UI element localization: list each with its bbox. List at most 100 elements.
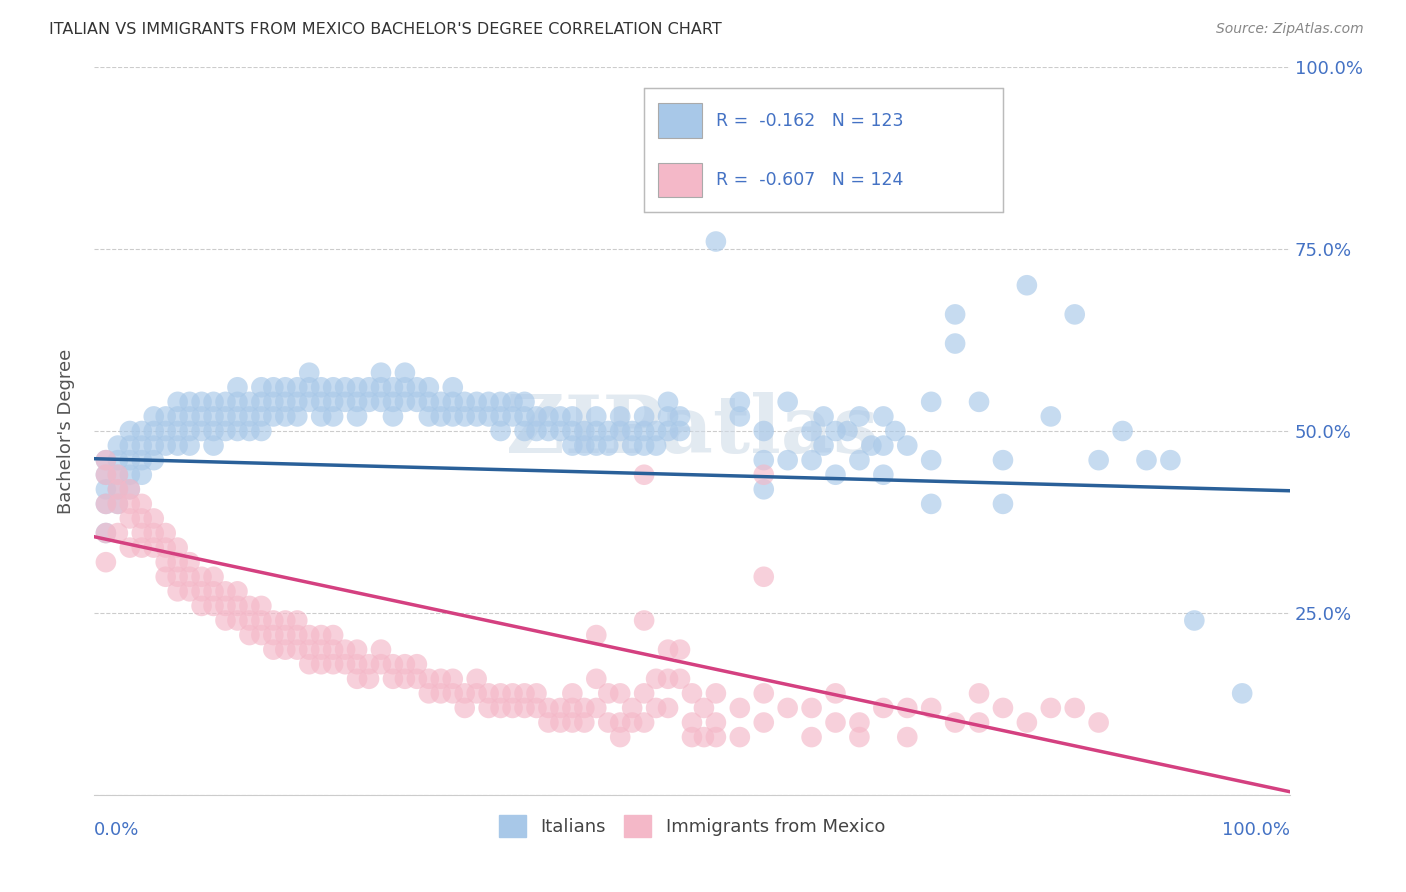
Point — [274, 628, 297, 642]
Point — [526, 409, 548, 424]
Point — [262, 614, 284, 628]
Point — [645, 672, 668, 686]
Point — [190, 395, 212, 409]
Point — [131, 497, 153, 511]
Point — [633, 686, 655, 700]
Point — [155, 570, 177, 584]
Point — [693, 701, 716, 715]
Point — [633, 614, 655, 628]
Point — [813, 439, 835, 453]
Point — [633, 439, 655, 453]
Point — [991, 701, 1014, 715]
Point — [118, 541, 141, 555]
Point — [441, 395, 464, 409]
Point — [884, 424, 907, 438]
Point — [752, 686, 775, 700]
Point — [454, 409, 477, 424]
Point — [681, 730, 703, 744]
Point — [166, 584, 188, 599]
Point — [226, 395, 249, 409]
Point — [585, 628, 607, 642]
Point — [226, 599, 249, 613]
Point — [489, 409, 512, 424]
Point — [333, 642, 356, 657]
Point — [155, 439, 177, 453]
Point — [262, 395, 284, 409]
Point — [681, 147, 703, 161]
Point — [621, 715, 644, 730]
Point — [250, 424, 273, 438]
Point — [513, 701, 536, 715]
Point — [131, 541, 153, 555]
Text: Source: ZipAtlas.com: Source: ZipAtlas.com — [1216, 22, 1364, 37]
Point — [478, 395, 501, 409]
Point — [537, 409, 560, 424]
Point — [250, 395, 273, 409]
Point — [657, 642, 679, 657]
Point — [574, 424, 596, 438]
Point — [943, 307, 966, 321]
Point — [94, 497, 117, 511]
Point — [107, 483, 129, 497]
Point — [202, 439, 225, 453]
Point — [1111, 424, 1133, 438]
Point — [394, 657, 416, 672]
Point — [991, 497, 1014, 511]
Point — [142, 526, 165, 541]
Point — [298, 380, 321, 394]
Point — [214, 424, 236, 438]
Point — [561, 686, 583, 700]
Point — [94, 467, 117, 482]
Point — [179, 439, 201, 453]
Point — [118, 497, 141, 511]
Point — [454, 395, 477, 409]
Point — [513, 395, 536, 409]
Point — [441, 672, 464, 686]
Point — [333, 380, 356, 394]
Point — [800, 424, 823, 438]
Point — [142, 424, 165, 438]
Point — [645, 439, 668, 453]
Point — [441, 409, 464, 424]
Point — [370, 395, 392, 409]
Point — [872, 409, 894, 424]
Point — [502, 409, 524, 424]
Point — [285, 380, 308, 394]
Point — [704, 730, 727, 744]
Point — [94, 555, 117, 569]
Text: ZIPatlas: ZIPatlas — [506, 392, 879, 470]
Point — [621, 701, 644, 715]
Point — [190, 570, 212, 584]
Point — [657, 409, 679, 424]
Point — [262, 642, 284, 657]
Point — [381, 672, 404, 686]
Point — [298, 642, 321, 657]
Point — [837, 424, 859, 438]
Point — [214, 599, 236, 613]
Point — [465, 672, 488, 686]
Point — [214, 584, 236, 599]
Point — [550, 424, 572, 438]
Point — [693, 161, 716, 176]
Point — [94, 453, 117, 467]
Point — [405, 672, 427, 686]
Point — [669, 642, 692, 657]
Point — [322, 657, 344, 672]
Point — [526, 424, 548, 438]
Point — [285, 614, 308, 628]
Point — [1135, 453, 1157, 467]
Point — [824, 467, 846, 482]
Point — [309, 657, 332, 672]
Point — [405, 395, 427, 409]
Point — [537, 424, 560, 438]
Point — [155, 424, 177, 438]
Text: ITALIAN VS IMMIGRANTS FROM MEXICO BACHELOR'S DEGREE CORRELATION CHART: ITALIAN VS IMMIGRANTS FROM MEXICO BACHEL… — [49, 22, 721, 37]
Point — [418, 380, 440, 394]
Point — [800, 453, 823, 467]
Point — [920, 497, 942, 511]
Point — [574, 715, 596, 730]
Point — [585, 439, 607, 453]
Point — [454, 686, 477, 700]
Point — [896, 701, 918, 715]
Point — [322, 628, 344, 642]
